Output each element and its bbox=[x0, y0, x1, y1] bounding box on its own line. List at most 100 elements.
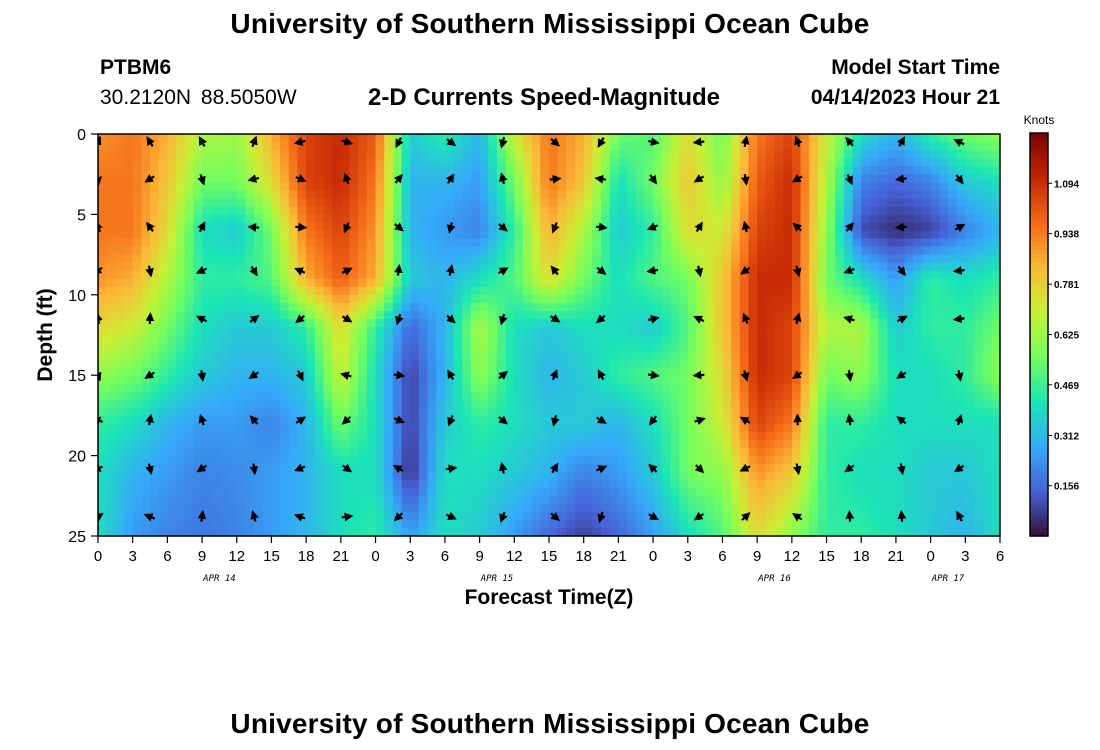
heatmap-cell bbox=[384, 238, 394, 248]
heatmap-cell bbox=[947, 463, 958, 473]
heatmap-cell bbox=[826, 375, 836, 384]
heatmap-cell bbox=[436, 479, 446, 489]
heatmap-cell bbox=[167, 174, 177, 183]
heatmap-cell bbox=[679, 198, 689, 207]
heatmap-cell bbox=[904, 351, 914, 360]
heatmap-cell bbox=[323, 254, 333, 264]
heatmap-cell bbox=[531, 479, 541, 489]
heatmap-cell bbox=[306, 471, 316, 481]
heatmap-cell bbox=[800, 479, 810, 489]
heatmap-cell bbox=[913, 294, 923, 304]
heatmap-cell bbox=[184, 407, 194, 416]
heatmap-cell bbox=[930, 214, 940, 224]
heatmap-cell bbox=[913, 310, 923, 320]
heatmap-cell bbox=[653, 343, 663, 352]
heatmap-cell bbox=[288, 142, 299, 151]
heatmap-cell bbox=[245, 447, 255, 457]
heatmap-cell bbox=[358, 463, 368, 473]
heatmap-cell bbox=[809, 503, 819, 513]
heatmap-cell bbox=[722, 182, 732, 191]
heatmap-cell bbox=[522, 174, 533, 183]
heatmap-cell bbox=[618, 335, 628, 344]
heatmap-cell bbox=[401, 455, 411, 465]
heatmap-cell bbox=[210, 343, 221, 352]
heatmap-cell bbox=[592, 302, 602, 312]
heatmap-cell bbox=[375, 318, 385, 328]
heatmap-cell bbox=[635, 423, 645, 433]
heatmap-cell bbox=[375, 134, 385, 143]
heatmap-cell bbox=[817, 351, 828, 360]
heatmap-cell bbox=[470, 182, 481, 191]
heatmap-cell bbox=[176, 359, 186, 368]
heatmap-cell bbox=[288, 222, 299, 232]
heatmap-cell bbox=[401, 463, 411, 473]
heatmap-cell bbox=[410, 359, 420, 368]
heatmap-cell bbox=[210, 254, 221, 264]
heatmap-cell bbox=[210, 487, 221, 497]
heatmap-cell bbox=[306, 326, 316, 336]
heatmap-cell bbox=[869, 359, 880, 368]
heatmap-cell bbox=[609, 335, 619, 344]
heatmap-cell bbox=[427, 262, 437, 272]
heatmap-cell bbox=[297, 399, 307, 408]
heatmap-cell bbox=[366, 270, 377, 280]
heatmap-cell bbox=[575, 246, 585, 256]
heatmap-cell bbox=[453, 190, 463, 199]
heatmap-cell bbox=[618, 182, 628, 191]
heatmap-cell bbox=[167, 278, 177, 288]
heatmap-cell bbox=[713, 495, 724, 505]
heatmap-cell bbox=[306, 399, 316, 408]
heatmap-cell bbox=[323, 222, 333, 232]
heatmap-cell bbox=[965, 415, 975, 425]
heatmap-cell bbox=[731, 150, 741, 159]
heatmap-cell bbox=[930, 463, 940, 473]
heatmap-cell bbox=[687, 254, 698, 264]
heatmap-cell bbox=[358, 286, 368, 296]
heatmap-cell bbox=[410, 158, 420, 167]
heatmap-cell bbox=[791, 278, 802, 288]
heatmap-cell bbox=[644, 246, 654, 256]
heatmap-cell bbox=[462, 294, 472, 304]
heatmap-cell bbox=[982, 511, 992, 521]
heatmap-cell bbox=[418, 455, 429, 465]
heatmap-cell bbox=[427, 431, 437, 441]
heatmap-cell bbox=[635, 294, 645, 304]
heatmap-cell bbox=[531, 511, 541, 521]
heatmap-cell bbox=[826, 487, 836, 497]
heatmap-cell bbox=[852, 479, 862, 489]
heatmap-cell bbox=[219, 399, 229, 408]
heatmap-cell bbox=[921, 495, 932, 505]
heatmap-cell bbox=[505, 351, 515, 360]
heatmap-cell bbox=[566, 318, 576, 328]
heatmap-cell bbox=[982, 335, 992, 344]
heatmap-cell bbox=[202, 286, 212, 296]
heatmap-cell bbox=[384, 423, 394, 433]
heatmap-cell bbox=[748, 407, 758, 416]
heatmap-cell bbox=[531, 471, 541, 481]
heatmap-cell bbox=[679, 455, 689, 465]
heatmap-cell bbox=[921, 246, 932, 256]
heatmap-cell bbox=[288, 495, 299, 505]
heatmap-cell bbox=[800, 463, 810, 473]
heatmap-cell bbox=[496, 326, 507, 336]
heatmap-cell bbox=[219, 254, 229, 264]
heatmap-cell bbox=[462, 487, 472, 497]
heatmap-cell bbox=[115, 206, 125, 215]
heatmap-cell bbox=[575, 166, 585, 175]
heatmap-cell bbox=[453, 455, 463, 465]
heatmap-cell bbox=[835, 359, 845, 368]
heatmap-cell bbox=[314, 286, 325, 296]
heatmap-cell bbox=[410, 367, 420, 376]
heatmap-cell bbox=[757, 343, 767, 352]
heatmap-cell bbox=[748, 343, 758, 352]
heatmap-cell bbox=[124, 278, 134, 288]
heatmap-cell bbox=[757, 142, 767, 151]
heatmap-cell bbox=[653, 238, 663, 248]
heatmap-cell bbox=[800, 158, 810, 167]
heatmap-cell bbox=[306, 286, 316, 296]
heatmap-cell bbox=[401, 158, 411, 167]
heatmap-cell bbox=[601, 310, 611, 320]
heatmap-cell bbox=[713, 326, 724, 336]
heatmap-cell bbox=[332, 238, 342, 248]
heatmap-cell bbox=[323, 423, 333, 433]
